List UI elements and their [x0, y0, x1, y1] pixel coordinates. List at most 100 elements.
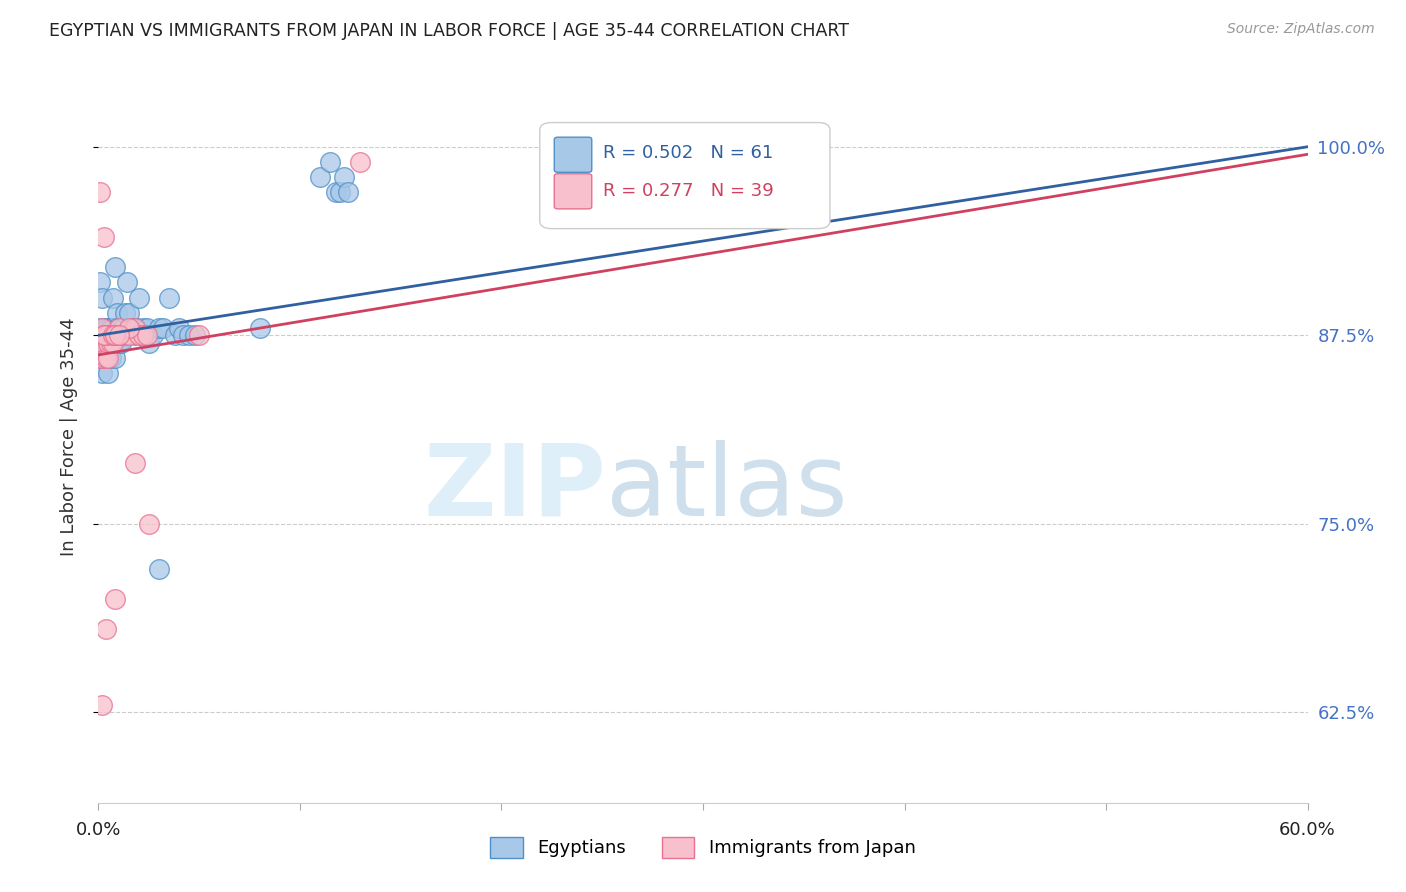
Point [101, 335, 124, 350]
Point [100, 351, 122, 365]
Y-axis label: In Labor Force | Age 35-44: In Labor Force | Age 35-44 [59, 318, 77, 557]
FancyBboxPatch shape [540, 122, 830, 228]
Point [100, 335, 122, 350]
Text: 0.0%: 0.0% [76, 821, 121, 838]
Point [114, 306, 136, 320]
Point [337, 185, 360, 199]
Point [91, 320, 114, 334]
Point [124, 320, 146, 334]
Point [152, 320, 174, 334]
Point [105, 306, 128, 320]
Point [100, 328, 122, 343]
Point [128, 291, 150, 305]
Point [172, 328, 194, 343]
Point [97, 351, 120, 365]
Point [96, 351, 118, 365]
Point [142, 328, 165, 343]
Point [138, 335, 160, 350]
Point [179, 328, 201, 343]
Point [111, 328, 134, 343]
FancyBboxPatch shape [554, 137, 592, 172]
Point [91, 291, 114, 305]
Point [101, 291, 124, 305]
Point [121, 320, 143, 334]
Point [100, 320, 122, 334]
Point [105, 320, 128, 334]
Point [103, 260, 125, 275]
Point [319, 154, 342, 169]
Point [93, 230, 115, 244]
Point [124, 457, 146, 471]
Point [115, 276, 138, 290]
Point [110, 335, 132, 350]
Point [96, 335, 118, 350]
Point [89, 320, 111, 334]
Point [148, 562, 170, 576]
Point [96, 320, 118, 334]
Point [91, 698, 114, 712]
Point [157, 291, 180, 305]
Point [349, 154, 371, 169]
Text: atlas: atlas [606, 440, 848, 537]
Point [107, 328, 129, 343]
Text: ZIP: ZIP [423, 440, 606, 537]
Point [107, 328, 129, 343]
Point [97, 328, 120, 343]
Point [96, 328, 118, 343]
Point [93, 320, 115, 334]
Point [91, 366, 114, 380]
Point [101, 320, 124, 334]
Point [105, 328, 128, 343]
Point [118, 320, 141, 334]
Point [101, 335, 124, 350]
Point [118, 306, 141, 320]
Point [167, 320, 190, 334]
Point [101, 328, 124, 343]
Point [103, 328, 125, 343]
Point [96, 623, 118, 637]
Point [101, 328, 124, 343]
Point [118, 328, 141, 343]
Point [96, 328, 118, 343]
Point [97, 328, 120, 343]
Point [128, 328, 150, 343]
Point [103, 592, 125, 607]
FancyBboxPatch shape [554, 174, 592, 209]
Point [93, 328, 115, 343]
Point [89, 351, 111, 365]
Point [107, 320, 129, 334]
Point [111, 320, 134, 334]
Point [97, 335, 120, 350]
Point [249, 320, 271, 334]
Point [89, 351, 111, 365]
Point [103, 328, 125, 343]
Point [89, 276, 111, 290]
Point [100, 320, 122, 334]
Point [114, 328, 136, 343]
Point [107, 335, 129, 350]
Point [163, 328, 186, 343]
Point [138, 516, 160, 531]
Point [132, 320, 155, 334]
Point [184, 328, 207, 343]
Point [97, 320, 120, 334]
Point [135, 320, 157, 334]
Text: Source: ZipAtlas.com: Source: ZipAtlas.com [1227, 22, 1375, 37]
Point [309, 169, 332, 184]
Point [188, 328, 211, 343]
Point [97, 366, 120, 380]
Point [103, 351, 125, 365]
Point [93, 328, 115, 343]
Point [132, 328, 155, 343]
Point [91, 351, 114, 365]
Point [125, 320, 148, 334]
Point [325, 185, 347, 199]
Legend: Egyptians, Immigrants from Japan: Egyptians, Immigrants from Japan [484, 830, 922, 865]
Point [96, 351, 118, 365]
Point [96, 328, 118, 343]
Point [93, 351, 115, 365]
Point [93, 335, 115, 350]
Text: R = 0.277   N = 39: R = 0.277 N = 39 [603, 182, 773, 200]
Point [135, 328, 157, 343]
Point [89, 185, 111, 199]
